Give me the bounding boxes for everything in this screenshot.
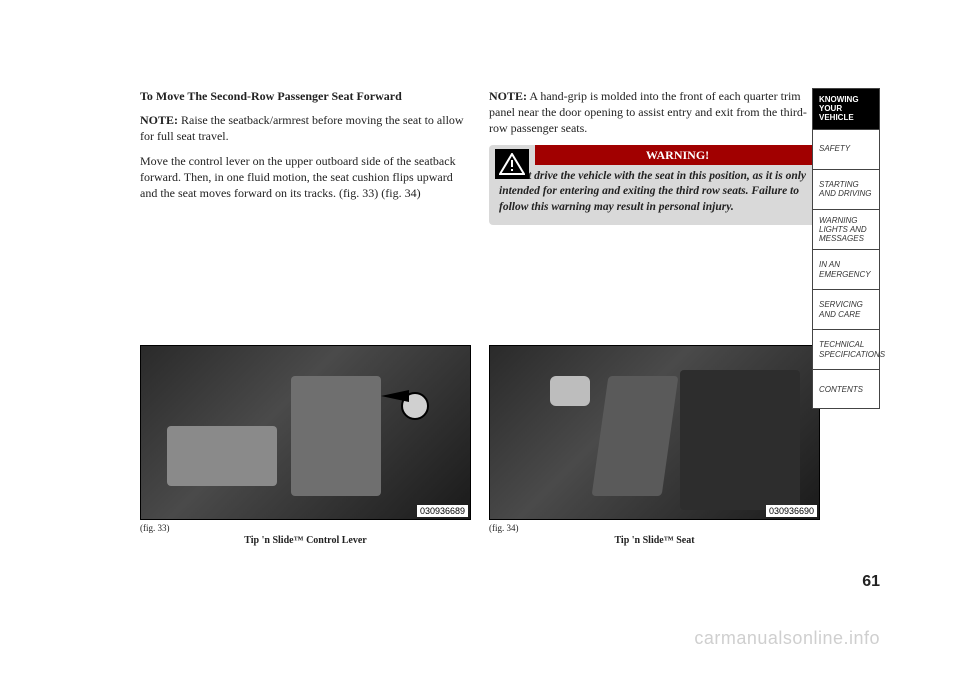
figure-34-caption: Tip 'n Slide™ Seat xyxy=(489,535,820,546)
tab-contents[interactable]: CONTENTS xyxy=(812,369,880,409)
warning-header: WARNING! xyxy=(535,145,820,165)
note-label: NOTE: xyxy=(489,89,527,103)
page-number: 61 xyxy=(862,573,880,591)
note-label: NOTE: xyxy=(140,113,178,127)
tab-safety[interactable]: SAFETY xyxy=(812,129,880,169)
note-paragraph: NOTE: Raise the seatback/armrest before … xyxy=(140,112,471,144)
figure-34-label: (fig. 34) xyxy=(489,523,820,533)
tab-in-an-emergency[interactable]: IN AN EMERGENCY xyxy=(812,249,880,289)
warning-text: Do not drive the vehicle with the seat i… xyxy=(499,170,806,213)
figure-33-label: (fig. 33) xyxy=(140,523,471,533)
tab-warning-lights-and-messages[interactable]: WARNING LIGHTS AND MESSAGES xyxy=(812,209,880,250)
note-text: A hand-grip is molded into the front of … xyxy=(489,89,807,135)
section-heading: To Move The Second-Row Passenger Seat Fo… xyxy=(140,88,471,104)
tab-servicing-and-care[interactable]: SERVICING AND CARE xyxy=(812,289,880,329)
body-paragraph: Move the control lever on the upper outb… xyxy=(140,153,471,202)
text-columns: To Move The Second-Row Passenger Seat Fo… xyxy=(140,88,820,225)
watermark: carmanualsonline.info xyxy=(694,628,880,649)
warning-triangle-icon xyxy=(495,149,529,179)
right-column: NOTE: A hand-grip is molded into the fro… xyxy=(489,88,820,225)
tab-knowing-your-vehicle[interactable]: KNOWING YOUR VEHICLE xyxy=(812,88,880,129)
figure-34-image xyxy=(489,345,820,520)
figure-34: (fig. 34) Tip 'n Slide™ Seat xyxy=(489,345,820,546)
figures-row: (fig. 33) Tip 'n Slide™ Control Lever (f… xyxy=(140,345,820,546)
figure-33-caption: Tip 'n Slide™ Control Lever xyxy=(140,535,471,546)
figure-33: (fig. 33) Tip 'n Slide™ Control Lever xyxy=(140,345,471,546)
warning-box: WARNING! Do not drive the vehicle with t… xyxy=(489,145,820,226)
manual-page: To Move The Second-Row Passenger Seat Fo… xyxy=(0,0,960,679)
tab-starting-and-driving[interactable]: STARTING AND DRIVING xyxy=(812,169,880,209)
tab-technical-specifications[interactable]: TECHNICAL SPECIFICATIONS xyxy=(812,329,880,369)
left-column: To Move The Second-Row Passenger Seat Fo… xyxy=(140,88,471,225)
figure-33-image xyxy=(140,345,471,520)
section-tabs: KNOWING YOUR VEHICLE SAFETY STARTING AND… xyxy=(812,88,880,409)
note-text: Raise the seatback/armrest before moving… xyxy=(140,113,464,143)
note-paragraph: NOTE: A hand-grip is molded into the fro… xyxy=(489,88,820,137)
